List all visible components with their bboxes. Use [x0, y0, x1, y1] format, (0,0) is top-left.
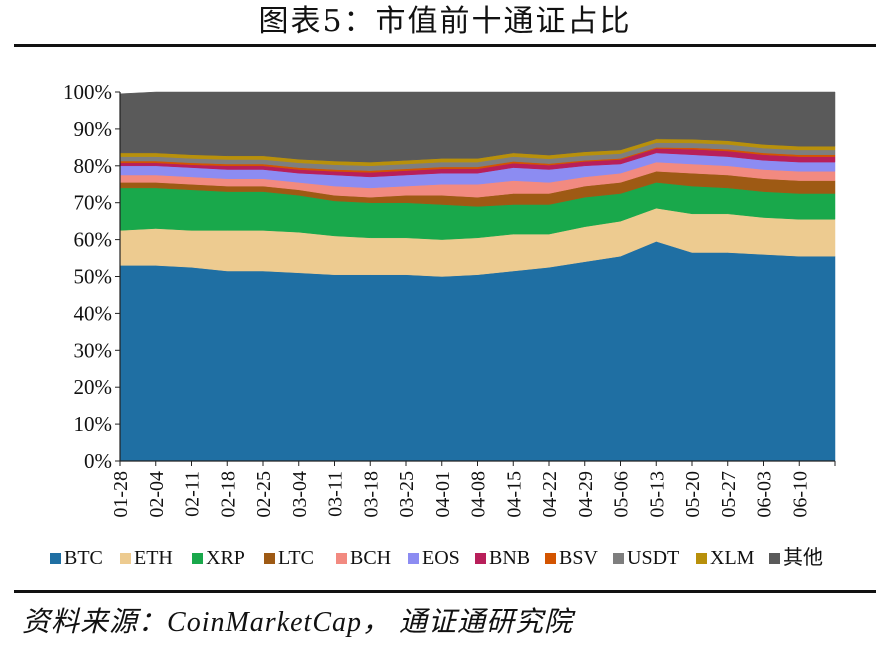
- y-tick-label: 70%: [74, 191, 113, 215]
- y-tick-label: 20%: [74, 375, 113, 399]
- x-tick-label: 01-28: [110, 471, 132, 518]
- x-tick-label: 05-13: [646, 471, 668, 518]
- legend-swatch-5: [336, 553, 347, 564]
- legend-swatch-6: [408, 553, 419, 564]
- y-tick-label: 40%: [74, 301, 113, 325]
- legend-swatch-9: [613, 553, 624, 564]
- legend-label-2: ETH: [134, 547, 173, 569]
- source-label: 资料来源：: [22, 605, 168, 638]
- series-area-11: [119, 91, 836, 163]
- x-tick-label: 03-25: [396, 471, 418, 518]
- legend-label-3: XRP: [206, 547, 245, 569]
- x-tick-label: 04-29: [575, 471, 597, 518]
- legend-label-8: BSV: [559, 547, 598, 569]
- legend-label-9: USDT: [627, 547, 679, 569]
- x-tick-label: 05-20: [682, 471, 704, 518]
- legend-label-6: EOS: [422, 547, 460, 569]
- source-text: CoinMarketCap， 通证通研究院: [167, 607, 574, 638]
- x-tick-label: 06-03: [754, 471, 776, 518]
- y-tick-label: 80%: [74, 154, 113, 178]
- x-tick-label: 04-08: [468, 471, 490, 518]
- y-tick-label: 10%: [74, 412, 113, 436]
- legend-swatch-7: [475, 553, 486, 564]
- x-tick-label: 04-01: [432, 471, 454, 518]
- x-tick-label: 02-18: [217, 471, 239, 518]
- y-tick-label: 90%: [74, 117, 113, 141]
- stacked-area-chart: 0% 10% 20% 30% 40% 50% 60% 70% 80% 90% 100% 01-28 02…: [50, 80, 836, 569]
- legend-swatch-10: [696, 553, 707, 564]
- x-tick-label: 04-22: [539, 471, 561, 518]
- x-tick-label: 02-11: [182, 471, 204, 517]
- x-tick-label: 03-11: [325, 471, 347, 517]
- legend-label-10: XLM: [710, 547, 755, 569]
- x-tick-label: 05-06: [611, 471, 633, 518]
- legend-swatch-1: [50, 553, 61, 564]
- y-tick-label: 0%: [84, 449, 112, 473]
- y-tick-label: 30%: [74, 338, 113, 362]
- footer-divider: [14, 590, 876, 593]
- legend-swatch-11: [769, 553, 780, 564]
- legend-label-7: BNB: [489, 547, 530, 569]
- title-divider: [14, 44, 876, 47]
- chart-title: 图表5：市值前十通证占比: [258, 4, 632, 39]
- legend-label-4: LTC: [278, 547, 314, 569]
- x-tick-label: 06-10: [789, 471, 811, 518]
- x-tick-label: 04-15: [503, 471, 525, 518]
- legend-swatch-4: [264, 553, 275, 564]
- legend-swatch-8: [545, 553, 556, 564]
- x-tick-label: 02-04: [146, 471, 168, 518]
- x-tick-label: 03-04: [289, 471, 311, 518]
- legend-swatch-2: [120, 553, 131, 564]
- x-tick-label: 05-27: [718, 471, 740, 518]
- legend-label-11: 其他: [783, 546, 823, 569]
- legend-label-5: BCH: [350, 547, 391, 569]
- legend-label-1: BTC: [64, 547, 103, 569]
- x-tick-label: 02-25: [253, 471, 275, 518]
- legend-swatch-3: [192, 553, 203, 564]
- y-tick-label: 100%: [63, 80, 112, 104]
- x-tick-label: 03-18: [360, 471, 382, 518]
- y-tick-label: 50%: [74, 265, 113, 289]
- y-tick-label: 60%: [74, 228, 113, 252]
- source-note: 资料来源：CoinMarketCap， 通证通研究院: [22, 600, 573, 644]
